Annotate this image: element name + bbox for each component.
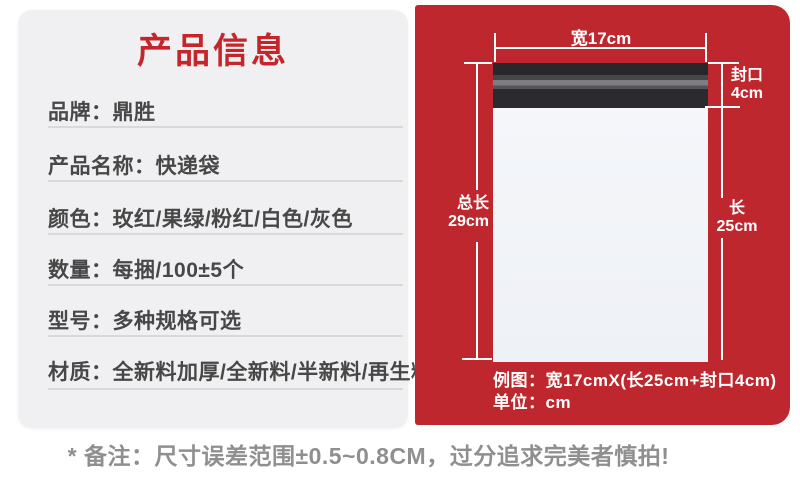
- total-length-line-lower: [476, 242, 478, 359]
- width-dimension-label: 宽17cm: [570, 29, 632, 48]
- width-tick-left: [494, 33, 496, 62]
- seal-tick-bottom: [705, 106, 740, 108]
- length-line-lower: [721, 238, 723, 360]
- spec-row-color: 颜色：玫红/果绿/粉红/白色/灰色: [48, 203, 403, 235]
- bag-seal-strip: [493, 63, 708, 108]
- spec-row-material: 材质：全新料加厚/全新料/半新料/再生料: [48, 356, 432, 390]
- example-caption: 例图：宽17cmX(长25cm+封口4cm): [493, 371, 777, 390]
- total-length-label: 总长 29cm: [448, 195, 489, 230]
- seal-label: 封口 4cm: [731, 67, 764, 102]
- product-info-card: 产品信息 品牌：鼎胜 产品名称：快递袋 颜色：玫红/果绿/粉红/白色/灰色 数量…: [18, 10, 432, 428]
- length-line-upper: [721, 108, 723, 198]
- total-length-tick-bottom: [462, 358, 492, 360]
- spec-row-brand: 品牌：鼎胜: [48, 96, 403, 128]
- spec-row-name: 产品名称：快递袋: [48, 150, 403, 182]
- seal-tick-top: [708, 62, 739, 64]
- total-length-line-upper: [476, 63, 478, 190]
- spec-row-model: 型号：多种规格可选: [48, 305, 403, 337]
- seal-dimension-line: [721, 63, 723, 108]
- bag-body: [493, 108, 708, 362]
- total-length-tick-top: [464, 62, 492, 64]
- width-tick-right: [705, 33, 707, 62]
- disclaimer-note: * 备注：尺寸误差范围±0.5~0.8CM，过分追求完美者慎拍!: [67, 443, 670, 469]
- spec-row-quantity: 数量：每捆/100±5个: [48, 254, 403, 286]
- width-dimension-line: [495, 47, 707, 49]
- page-title: 产品信息: [136, 32, 289, 71]
- length-label: 长 25cm: [716, 200, 758, 235]
- unit-caption: 单位：cm: [493, 393, 572, 412]
- dimension-panel: 宽17cm 总长 29cm 封口 4cm 长 25cm 例图: [415, 5, 790, 425]
